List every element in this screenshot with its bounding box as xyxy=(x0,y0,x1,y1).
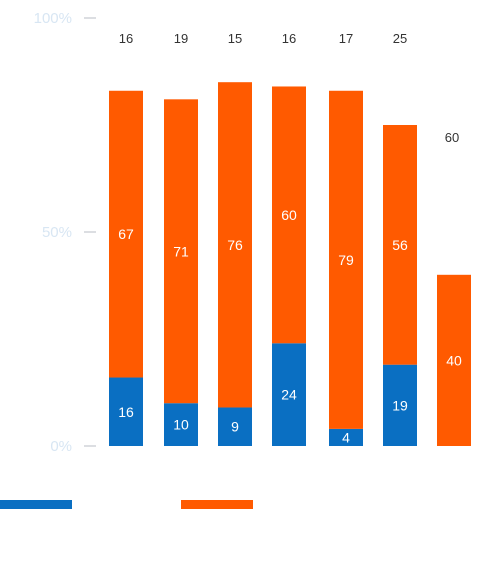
bar-segment xyxy=(164,403,198,446)
segment-value-label: 9 xyxy=(231,419,239,435)
remainder-value-label: 25 xyxy=(393,31,407,46)
bar-segment xyxy=(218,82,252,408)
bar-segment xyxy=(329,90,363,429)
segment-value-label: 76 xyxy=(227,237,243,253)
bars: 16 67 10 71 9 76 24 60 4 79 19 56 40 xyxy=(109,82,471,446)
segment-value-label: 79 xyxy=(338,252,354,268)
remainder-value-label: 60 xyxy=(445,130,459,145)
bar-segment xyxy=(218,407,252,446)
bar-segment xyxy=(272,86,306,344)
y-tick-label: 0% xyxy=(50,438,72,455)
bar-segment xyxy=(329,428,363,446)
bar-segment xyxy=(164,99,198,404)
y-tick-label: 50% xyxy=(42,224,72,241)
segment-value-label: 10 xyxy=(173,417,189,433)
legend-swatch xyxy=(0,500,72,509)
segment-value-label: 67 xyxy=(118,226,134,242)
remainder-labels: 16 19 15 16 17 25 60 xyxy=(119,31,459,145)
segment-value-label: 40 xyxy=(446,352,462,368)
legend xyxy=(0,500,253,509)
legend-swatch xyxy=(181,500,253,509)
bar-segment xyxy=(109,90,143,378)
remainder-value-label: 16 xyxy=(119,31,133,46)
segment-value-label: 60 xyxy=(281,207,297,223)
bar-segment xyxy=(437,274,471,446)
remainder-value-label: 19 xyxy=(174,31,188,46)
y-axis: 0% 50% 100% xyxy=(34,10,96,455)
remainder-value-label: 17 xyxy=(339,31,353,46)
bar-segment xyxy=(109,377,143,446)
remainder-value-label: 15 xyxy=(228,31,242,46)
segment-value-label: 4 xyxy=(342,429,350,445)
segment-value-label: 19 xyxy=(392,397,408,413)
segment-value-label: 71 xyxy=(173,243,189,259)
remainder-value-label: 16 xyxy=(282,31,296,46)
y-tick-label: 100% xyxy=(34,10,72,27)
segment-value-label: 16 xyxy=(118,404,134,420)
segment-value-label: 24 xyxy=(281,387,297,403)
segment-value-label: 56 xyxy=(392,237,408,253)
bar-segment xyxy=(383,364,417,446)
bar-segment xyxy=(383,125,417,365)
bar-segment xyxy=(272,343,306,446)
